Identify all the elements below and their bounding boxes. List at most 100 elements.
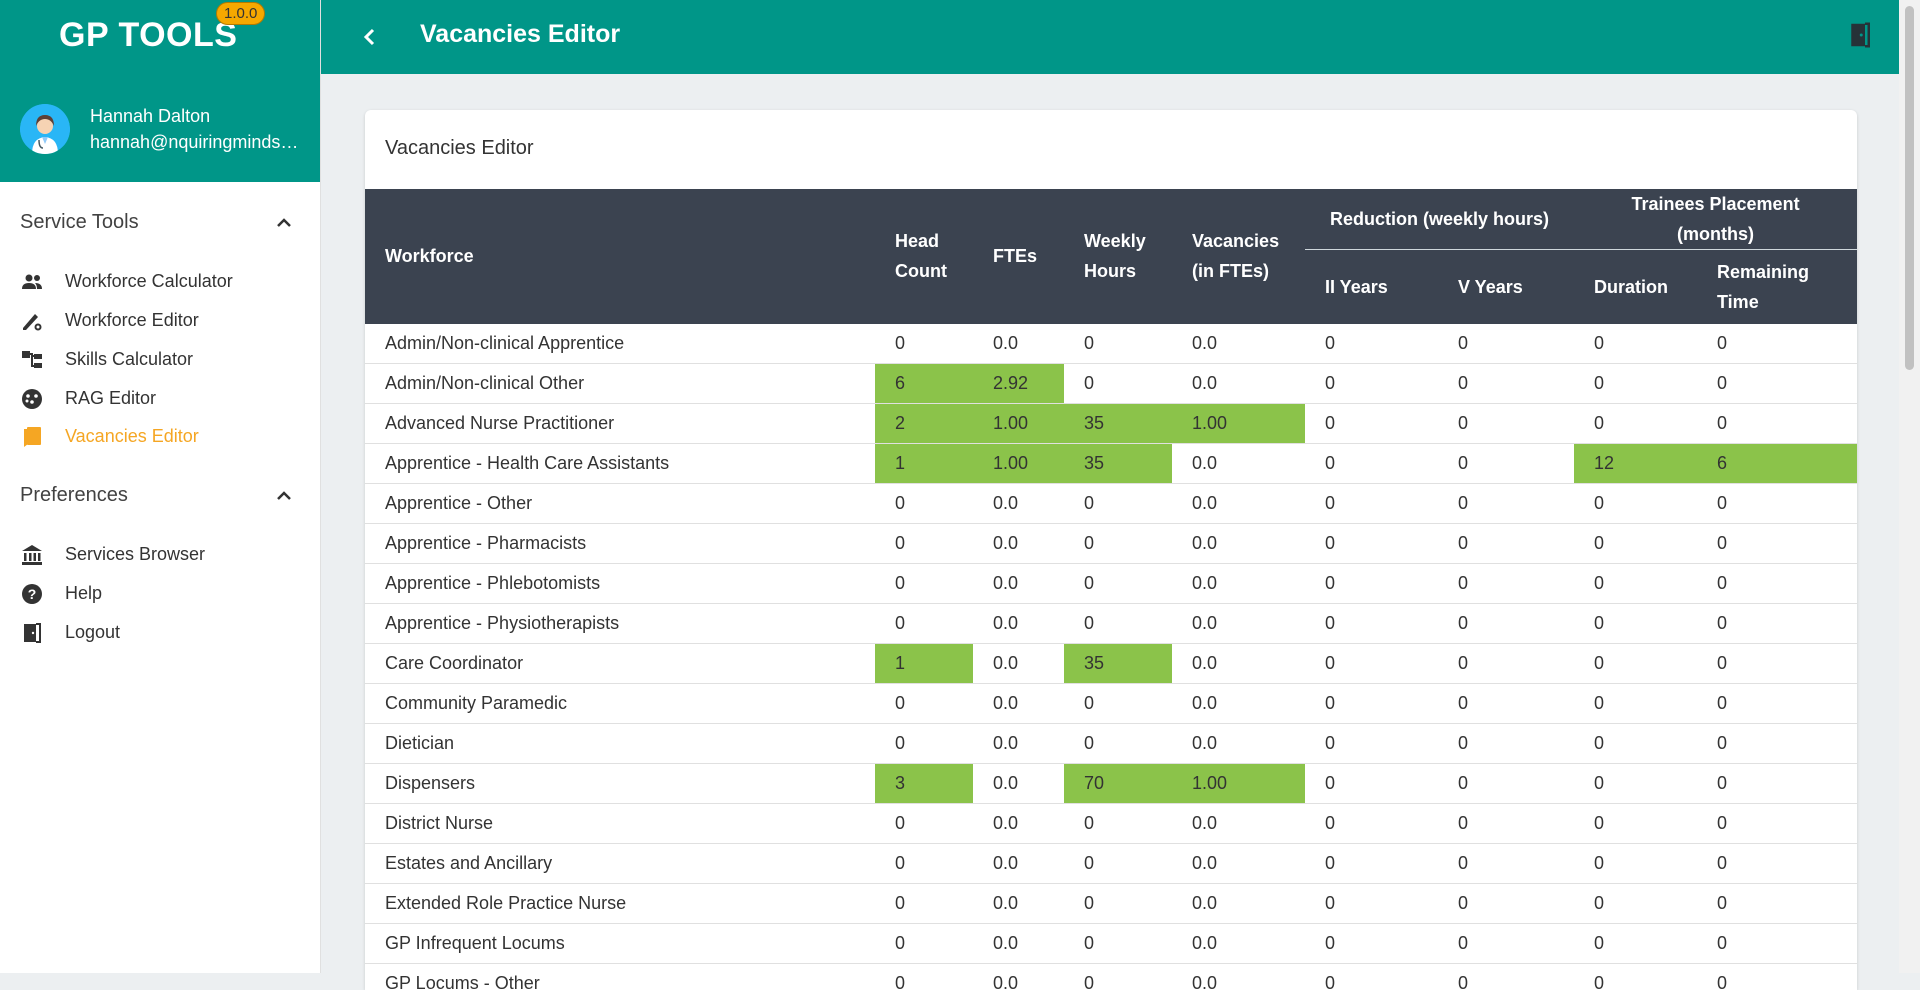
cell-vacancies[interactable]: 0.0: [1172, 803, 1305, 843]
cell-v-years[interactable]: 0: [1438, 523, 1574, 563]
section-service-tools[interactable]: Service Tools: [0, 203, 320, 243]
cell-v-years[interactable]: 0: [1438, 403, 1574, 443]
cell-duration[interactable]: 0: [1574, 603, 1697, 643]
cell-duration[interactable]: 0: [1574, 324, 1697, 364]
cell-vacancies[interactable]: 0.0: [1172, 683, 1305, 723]
cell-head-count[interactable]: 0: [875, 603, 973, 643]
col-header-duration[interactable]: Duration: [1574, 250, 1697, 324]
cell-weekly-hours[interactable]: 0: [1064, 883, 1172, 923]
cell-vacancies[interactable]: 1.00: [1172, 403, 1305, 443]
cell-ii-years[interactable]: 0: [1305, 523, 1438, 563]
cell-v-years[interactable]: 0: [1438, 324, 1574, 364]
cell-ii-years[interactable]: 0: [1305, 603, 1438, 643]
cell-weekly-hours[interactable]: 0: [1064, 683, 1172, 723]
cell-head-count[interactable]: 0: [875, 723, 973, 763]
cell-ftes[interactable]: 1.00: [973, 403, 1064, 443]
cell-ii-years[interactable]: 0: [1305, 923, 1438, 963]
cell-duration[interactable]: 0: [1574, 763, 1697, 803]
col-header-vacancies[interactable]: Vacancies(in FTEs): [1172, 189, 1305, 324]
cell-ii-years[interactable]: 0: [1305, 443, 1438, 483]
cell-weekly-hours[interactable]: 35: [1064, 443, 1172, 483]
cell-head-count[interactable]: 1: [875, 443, 973, 483]
cell-remaining[interactable]: 0: [1697, 363, 1857, 403]
cell-weekly-hours[interactable]: 0: [1064, 523, 1172, 563]
cell-duration[interactable]: 0: [1574, 523, 1697, 563]
cell-weekly-hours[interactable]: 0: [1064, 843, 1172, 883]
cell-ftes[interactable]: 0.0: [973, 843, 1064, 883]
cell-duration[interactable]: 0: [1574, 683, 1697, 723]
cell-ftes[interactable]: 0.0: [973, 883, 1064, 923]
cell-weekly-hours[interactable]: 0: [1064, 723, 1172, 763]
col-header-ii-years[interactable]: II Years: [1305, 250, 1438, 324]
cell-remaining[interactable]: 6: [1697, 443, 1857, 483]
avatar[interactable]: [20, 104, 70, 154]
cell-head-count[interactable]: 0: [875, 963, 973, 990]
cell-vacancies[interactable]: 0.0: [1172, 963, 1305, 990]
cell-ftes[interactable]: 0.0: [973, 683, 1064, 723]
cell-vacancies[interactable]: 0.0: [1172, 324, 1305, 364]
cell-duration[interactable]: 0: [1574, 483, 1697, 523]
sidebar-item-logout[interactable]: Logout: [0, 614, 320, 650]
cell-weekly-hours[interactable]: 0: [1064, 603, 1172, 643]
col-header-v-years[interactable]: V Years: [1438, 250, 1574, 324]
cell-remaining[interactable]: 0: [1697, 563, 1857, 603]
cell-v-years[interactable]: 0: [1438, 603, 1574, 643]
cell-head-count[interactable]: 0: [875, 803, 973, 843]
cell-duration[interactable]: 0: [1574, 643, 1697, 683]
cell-weekly-hours[interactable]: 0: [1064, 923, 1172, 963]
cell-vacancies[interactable]: 0.0: [1172, 443, 1305, 483]
sidebar-item-skills-calculator[interactable]: Skills Calculator: [0, 341, 320, 377]
cell-v-years[interactable]: 0: [1438, 363, 1574, 403]
cell-weekly-hours[interactable]: 0: [1064, 324, 1172, 364]
cell-ftes[interactable]: 0.0: [973, 643, 1064, 683]
cell-v-years[interactable]: 0: [1438, 963, 1574, 990]
cell-vacancies[interactable]: 0.0: [1172, 643, 1305, 683]
cell-ii-years[interactable]: 0: [1305, 403, 1438, 443]
cell-vacancies[interactable]: 0.0: [1172, 843, 1305, 883]
cell-remaining[interactable]: 0: [1697, 483, 1857, 523]
cell-head-count[interactable]: 6: [875, 363, 973, 403]
cell-remaining[interactable]: 0: [1697, 723, 1857, 763]
cell-v-years[interactable]: 0: [1438, 723, 1574, 763]
cell-remaining[interactable]: 0: [1697, 803, 1857, 843]
cell-remaining[interactable]: 0: [1697, 883, 1857, 923]
cell-v-years[interactable]: 0: [1438, 643, 1574, 683]
scrollbar-thumb[interactable]: [1905, 6, 1914, 370]
back-arrow-icon[interactable]: [355, 22, 385, 52]
cell-ftes[interactable]: 0.0: [973, 963, 1064, 990]
cell-ftes[interactable]: 0.0: [973, 603, 1064, 643]
cell-weekly-hours[interactable]: 0: [1064, 803, 1172, 843]
cell-head-count[interactable]: 0: [875, 683, 973, 723]
cell-v-years[interactable]: 0: [1438, 843, 1574, 883]
cell-ii-years[interactable]: 0: [1305, 324, 1438, 364]
sidebar-item-workforce-editor[interactable]: Workforce Editor: [0, 302, 320, 338]
cell-weekly-hours[interactable]: 70: [1064, 763, 1172, 803]
cell-remaining[interactable]: 0: [1697, 603, 1857, 643]
cell-duration[interactable]: 0: [1574, 843, 1697, 883]
cell-weekly-hours[interactable]: 0: [1064, 563, 1172, 603]
cell-remaining[interactable]: 0: [1697, 683, 1857, 723]
cell-v-years[interactable]: 0: [1438, 923, 1574, 963]
cell-duration[interactable]: 0: [1574, 403, 1697, 443]
cell-remaining[interactable]: 0: [1697, 963, 1857, 990]
cell-head-count[interactable]: 2: [875, 403, 973, 443]
cell-duration[interactable]: 0: [1574, 563, 1697, 603]
cell-ii-years[interactable]: 0: [1305, 563, 1438, 603]
cell-remaining[interactable]: 0: [1697, 923, 1857, 963]
cell-head-count[interactable]: 1: [875, 643, 973, 683]
cell-ftes[interactable]: 0.0: [973, 923, 1064, 963]
cell-duration[interactable]: 0: [1574, 363, 1697, 403]
cell-remaining[interactable]: 0: [1697, 763, 1857, 803]
cell-remaining[interactable]: 0: [1697, 523, 1857, 563]
section-preferences[interactable]: Preferences: [0, 476, 320, 516]
cell-v-years[interactable]: 0: [1438, 763, 1574, 803]
cell-duration[interactable]: 0: [1574, 803, 1697, 843]
cell-ftes[interactable]: 1.00: [973, 443, 1064, 483]
cell-vacancies[interactable]: 0.0: [1172, 363, 1305, 403]
cell-ii-years[interactable]: 0: [1305, 763, 1438, 803]
cell-vacancies[interactable]: 0.0: [1172, 483, 1305, 523]
sidebar-item-services-browser[interactable]: Services Browser: [0, 536, 320, 572]
cell-vacancies[interactable]: 0.0: [1172, 523, 1305, 563]
